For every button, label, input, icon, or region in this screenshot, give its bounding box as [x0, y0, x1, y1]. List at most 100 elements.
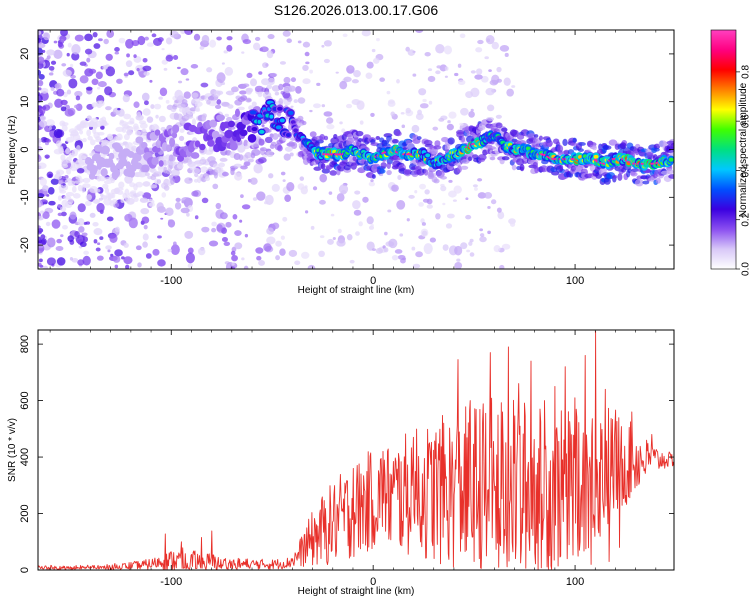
halo-blob: [578, 141, 586, 146]
noise-blob: [456, 258, 461, 262]
noise-blob: [465, 197, 469, 201]
noise-blob: [67, 42, 72, 48]
noise-blob: [442, 244, 449, 251]
halo-blob: [126, 129, 132, 136]
noise-blob: [42, 185, 49, 192]
noise-blob: [506, 88, 514, 97]
noise-blob: [475, 68, 483, 75]
noise-blob: [351, 79, 359, 84]
noise-blob: [241, 257, 245, 261]
halo-blob: [65, 192, 75, 197]
noise-blob: [446, 123, 454, 131]
noise-blob: [339, 121, 343, 125]
noise-blob: [469, 252, 475, 257]
halo-blob: [178, 107, 185, 113]
noise-blob: [199, 45, 205, 50]
noise-blob: [48, 126, 52, 130]
noise-blob: [402, 257, 407, 261]
noise-blob: [318, 250, 325, 258]
noise-blob: [79, 241, 87, 248]
halo-blob: [153, 171, 163, 177]
noise-blob: [390, 111, 396, 117]
halo-blob: [65, 136, 75, 143]
noise-blob: [457, 63, 462, 68]
halo-blob: [111, 192, 116, 199]
noise-blob: [336, 193, 345, 202]
y-tick-label: -10: [19, 189, 31, 205]
noise-blob: [57, 212, 63, 217]
noise-blob: [383, 247, 389, 253]
noise-blob: [38, 230, 42, 235]
halo-blob: [71, 149, 78, 157]
halo-blob: [55, 140, 62, 148]
noise-blob: [288, 249, 298, 257]
halo-blob: [163, 185, 170, 191]
noise-blob: [351, 99, 361, 105]
noise-blob: [157, 37, 164, 42]
noise-blob: [157, 235, 162, 239]
halo-blob: [134, 130, 142, 136]
noise-blob: [352, 200, 361, 210]
noise-blob: [165, 207, 174, 217]
noise-blob: [117, 107, 121, 111]
noise-blob: [60, 106, 67, 112]
halo-blob: [61, 124, 68, 132]
halo-blob: [116, 190, 124, 195]
ridge-outer: [190, 152, 200, 159]
halo-blob: [495, 122, 503, 129]
halo-blob: [527, 133, 536, 139]
noise-blob: [187, 247, 194, 254]
halo-blob: [600, 167, 607, 174]
noise-blob: [339, 80, 348, 90]
halo-blob: [151, 123, 159, 132]
halo-blob: [284, 146, 293, 152]
spectrogram-x-ticks: -100 0 100: [49, 30, 657, 287]
snr-y-axis-title: SNR (10 * v/v): [7, 418, 18, 482]
halo-blob: [244, 152, 252, 159]
noise-blob: [42, 265, 49, 269]
noise-blob: [436, 65, 442, 69]
halo-blob: [58, 147, 65, 154]
noise-blob: [212, 183, 219, 190]
noise-blob: [61, 63, 67, 67]
noise-blob: [57, 41, 63, 48]
noise-blob: [240, 194, 244, 199]
halo-blob: [320, 163, 326, 170]
noise-blob: [88, 68, 97, 74]
noise-blob: [39, 115, 47, 121]
noise-blob: [98, 100, 105, 107]
noise-blob: [468, 241, 473, 246]
noise-blob: [53, 40, 58, 44]
noise-blob: [412, 263, 421, 269]
noise-blob: [366, 241, 375, 251]
noise-blob: [184, 30, 194, 35]
noise-blob: [69, 256, 74, 261]
halo-blob: [218, 162, 226, 168]
ridge-outer: [172, 124, 180, 134]
noise-blob: [38, 262, 42, 267]
halo-blob: [254, 85, 264, 93]
halo-blob: [412, 134, 419, 139]
ridge-inner: [293, 128, 299, 133]
noise-blob: [341, 128, 346, 133]
halo-blob: [379, 168, 386, 174]
noise-blob: [181, 197, 191, 203]
noise-blob: [375, 247, 384, 254]
halo-blob: [357, 138, 363, 142]
noise-blob: [66, 52, 70, 57]
halo-blob: [82, 137, 87, 143]
noise-blob: [123, 242, 129, 248]
y-tick-label: 10: [19, 96, 31, 108]
noise-blob: [85, 86, 93, 91]
noise-blob: [231, 262, 235, 266]
noise-blob: [51, 219, 61, 229]
halo-blob: [456, 131, 465, 138]
noise-blob: [163, 67, 168, 71]
noise-blob: [174, 89, 183, 100]
noise-blob: [54, 83, 60, 89]
noise-blob: [45, 221, 51, 227]
noise-blob: [230, 266, 235, 269]
noise-blob: [135, 245, 142, 251]
noise-blob: [54, 98, 63, 108]
noise-blob: [99, 193, 104, 197]
